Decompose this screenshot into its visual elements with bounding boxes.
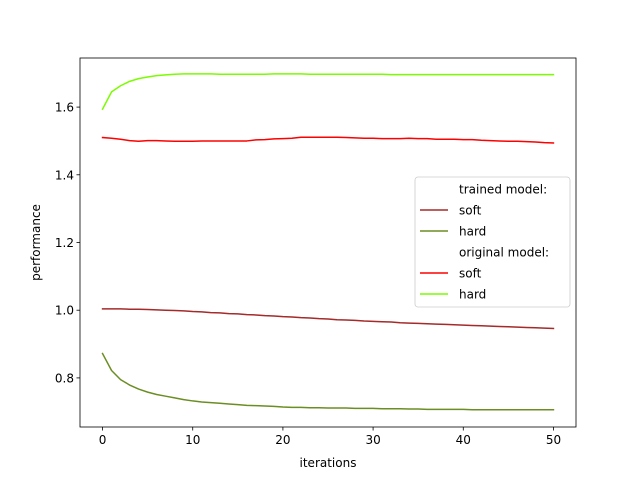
legend-box (414, 176, 571, 308)
legend-entry-label: trained model: (459, 183, 547, 197)
x-tick-label: 50 (546, 433, 561, 447)
legend: trained model: soft hard original model: sof… (414, 176, 571, 308)
series-line-3 (101, 73, 555, 111)
series-line-1 (101, 352, 555, 411)
y-tick-label: 1.2 (55, 236, 74, 250)
y-tick-label: 1.0 (55, 304, 74, 318)
legend-entry-label: hard (459, 288, 486, 302)
y-axis-label: performance (29, 204, 43, 281)
y-tick-label: 0.8 (55, 371, 74, 385)
series-layer (101, 73, 555, 411)
series-line-0 (101, 308, 555, 330)
x-axis-label: iterations (300, 456, 357, 470)
legend-entry-label: soft (459, 267, 482, 281)
x-tick-label: 0 (99, 433, 107, 447)
y-tick-label: 1.4 (55, 168, 74, 182)
y-tick-label: 1.6 (55, 101, 74, 115)
x-tick-label: 30 (365, 433, 380, 447)
y-axis: 0.8 1.0 1.2 1.4 1.6 (55, 101, 80, 385)
x-tick-label: 40 (456, 433, 471, 447)
x-tick-label: 20 (275, 433, 290, 447)
series-line-2 (101, 136, 555, 144)
legend-entry-label: hard (459, 225, 486, 239)
x-tick-label: 10 (185, 433, 200, 447)
x-axis: 0 10 20 30 40 50 (99, 427, 561, 447)
legend-entry-label: original model: (459, 246, 549, 260)
legend-entry-label: soft (459, 204, 482, 218)
